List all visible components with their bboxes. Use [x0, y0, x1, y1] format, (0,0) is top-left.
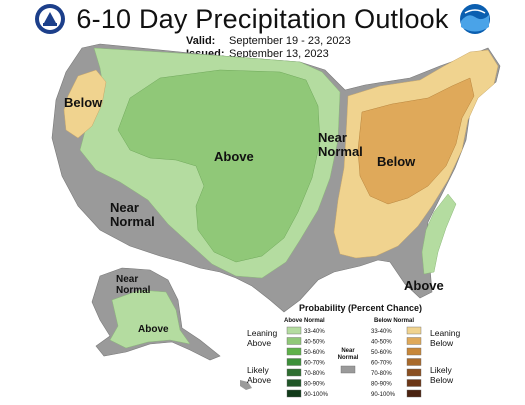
legend-near-label-line-1: Near — [341, 348, 355, 354]
below-east-40-region — [357, 77, 475, 205]
below-pnw-region — [63, 69, 107, 139]
legend-above-range-1: 40-50% — [304, 340, 325, 346]
legend-below-swatch-4 — [406, 368, 422, 377]
legend-below-range-0: 33-40% — [371, 329, 392, 335]
legend-above-range-5: 80-90% — [304, 382, 325, 388]
legend-above-swatch-3 — [286, 358, 302, 366]
label-southwest-line-1: Near — [110, 200, 139, 215]
legend-above-range-2: 50-60% — [304, 350, 325, 356]
legend-below-swatch-6 — [406, 389, 422, 398]
legend-below-swatch-2 — [406, 347, 422, 356]
legend-above-range-4: 70-80% — [304, 371, 325, 377]
legend-above-swatch-1 — [286, 337, 302, 345]
legend-leaning-above-line-2: Above — [247, 338, 271, 348]
date-info: Valid: September 19 - 23, 2023 Issued: Sep… — [186, 35, 351, 60]
legend-below-swatch-3 — [406, 358, 422, 366]
legend-below-swatch-0 — [406, 326, 422, 335]
legend: Probability (Percent Chance) Above Norma… — [247, 303, 461, 398]
valid-dates: September 19 - 23, 2023 — [229, 35, 351, 47]
legend-likely-above-line-2: Above — [247, 375, 271, 385]
legend-below-swatch-5 — [406, 379, 422, 387]
above-40-region — [117, 69, 321, 263]
legend-likely-below-line-1: Likely — [430, 365, 452, 375]
legend-leaning-below: Leaning Below — [430, 328, 461, 348]
legend-below-range-6: 90-100% — [371, 392, 396, 398]
legend-below-range-1: 40-50% — [371, 340, 392, 346]
legend-near-swatch — [340, 365, 356, 374]
legend-above-swatch-5 — [286, 379, 302, 387]
legend-above-swatch-2 — [286, 347, 302, 356]
label-southwest: Near Normal — [110, 200, 155, 229]
legend-likely-above-line-1: Likely — [247, 365, 269, 375]
legend-above-swatch-6 — [286, 389, 302, 398]
legend-above-range-3: 60-70% — [304, 361, 325, 367]
label-alaska-north: Near Normal — [116, 274, 151, 296]
alaska-above-region — [109, 289, 191, 349]
legend-above-swatch-4 — [286, 368, 302, 377]
legend-leaning-above-line-1: Leaning — [247, 328, 278, 338]
legend-below-range-5: 80-90% — [371, 382, 392, 388]
legend-leaning-below-line-2: Below — [430, 338, 454, 348]
legend-below-range-3: 60-70% — [371, 361, 392, 367]
legend-above-range-0: 33-40% — [304, 329, 325, 335]
legend-below-range-2: 50-60% — [371, 350, 392, 356]
above-southeast-region — [421, 193, 457, 275]
legend-leaning-below-line-1: Leaning — [430, 328, 461, 338]
legend-likely-above: Likely Above — [247, 365, 271, 385]
label-midwest-line-2: Normal — [318, 144, 363, 159]
label-midwest: Near Normal — [318, 130, 363, 159]
label-east: Below — [377, 154, 416, 169]
noaa-seal-icon — [35, 4, 65, 34]
label-central: Above — [214, 149, 254, 164]
legend-above-range-6: 90-100% — [304, 392, 329, 398]
legend-likely-below-line-2: Below — [430, 375, 454, 385]
legend-likely-below: Likely Below — [430, 365, 454, 385]
issued-date: September 13, 2023 — [229, 47, 329, 60]
label-southeast: Above — [404, 278, 444, 293]
legend-above-header: Above Normal — [284, 318, 325, 324]
legend-below-header: Below Normal — [374, 318, 414, 324]
label-southwest-line-2: Normal — [110, 214, 155, 229]
label-alaska-south: Above — [138, 324, 169, 335]
hawaii-near-normal — [240, 380, 252, 390]
label-midwest-line-1: Near — [318, 130, 347, 145]
legend-leaning-above: Leaning Above — [247, 328, 278, 348]
legend-above-swatch-0 — [286, 326, 302, 335]
legend-below-range-4: 70-80% — [371, 371, 392, 377]
noaa-logo-icon — [460, 4, 490, 34]
legend-near-label: Near Normal — [338, 348, 359, 361]
label-alaska-north-line-1: Near — [116, 274, 138, 285]
legend-below-swatch-1 — [406, 337, 422, 345]
label-alaska-north-line-2: Normal — [116, 285, 151, 296]
page-title: 6-10 Day Precipitation Outlook — [76, 4, 449, 34]
legend-title: Probability (Percent Chance) — [299, 303, 422, 313]
label-pacific-nw: Below — [64, 95, 103, 110]
legend-near-label-line-2: Normal — [338, 355, 359, 361]
valid-label: Valid: — [186, 35, 216, 47]
